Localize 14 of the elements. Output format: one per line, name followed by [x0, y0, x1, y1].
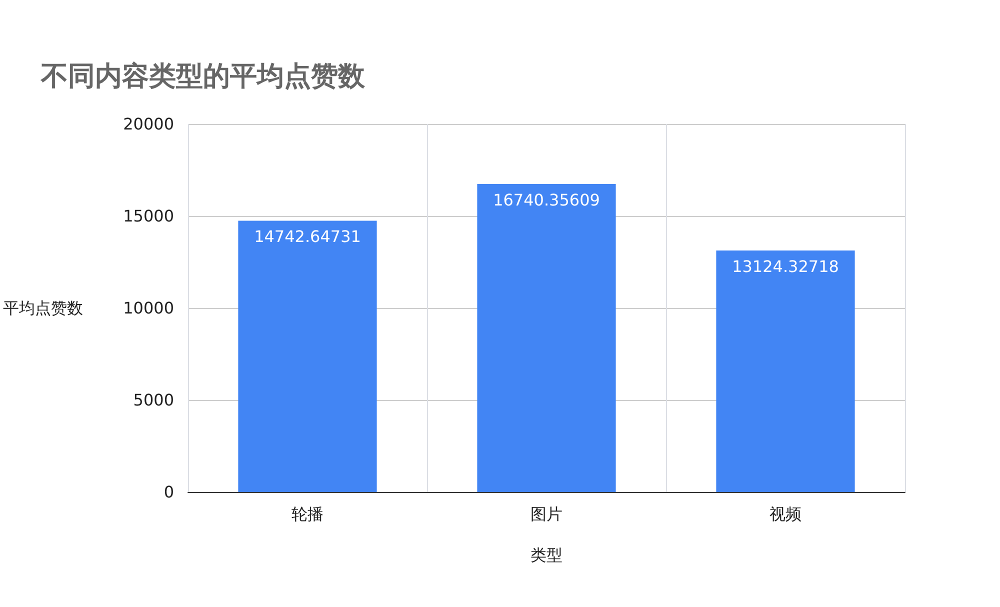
y-axis-title: 平均点赞数 — [3, 298, 83, 318]
x-axis-title: 类型 — [530, 546, 562, 564]
data-label: 13124.32718 — [732, 257, 839, 276]
x-tick-label: 轮播 — [292, 504, 324, 524]
y-tick-label: 0 — [164, 482, 174, 502]
y-tick-label: 15000 — [123, 206, 174, 226]
x-tick-label: 图片 — [530, 504, 562, 524]
y-tick-label: 5000 — [133, 390, 174, 410]
data-label: 14742.64731 — [254, 227, 361, 246]
data-label: 16740.35609 — [493, 190, 600, 210]
x-tick-label: 视频 — [770, 504, 802, 524]
chart-title: 不同内容类型的平均点赞数 — [40, 61, 366, 92]
y-tick-label: 20000 — [123, 114, 174, 134]
y-tick-label: 10000 — [123, 298, 174, 318]
